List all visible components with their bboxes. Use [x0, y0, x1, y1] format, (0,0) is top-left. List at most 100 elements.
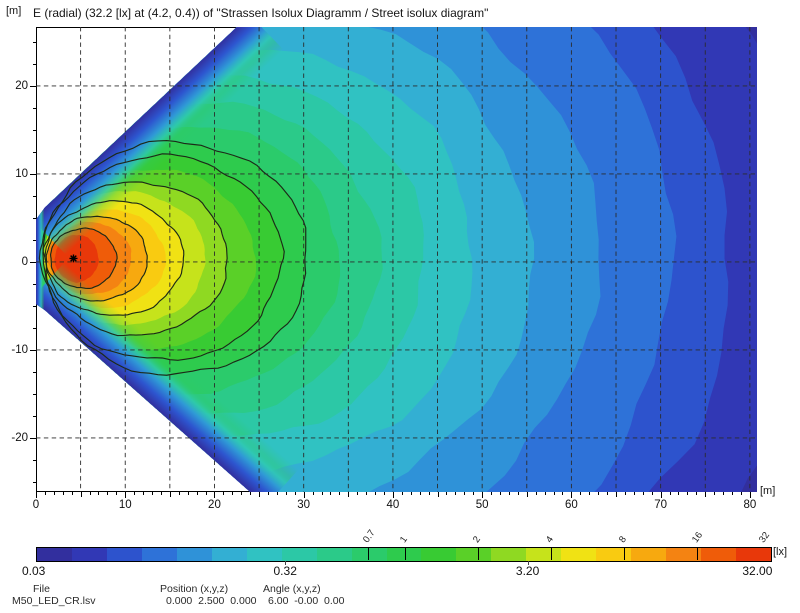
- x-tick: [321, 492, 323, 495]
- x-tick: [642, 492, 644, 495]
- colorbar-segment: [561, 548, 597, 561]
- x-tick-label: 30: [297, 499, 311, 511]
- colorbar-segment: [631, 548, 667, 561]
- x-tick: [116, 492, 118, 495]
- x-tick: [357, 492, 359, 495]
- x-tick: [669, 492, 671, 495]
- colorbar-segment: [596, 548, 632, 561]
- colorbar-segment: [351, 548, 387, 561]
- x-tick: [410, 492, 412, 495]
- x-tick: [491, 492, 493, 495]
- x-tick: [196, 492, 198, 495]
- x-tick: [375, 492, 377, 495]
- x-tick: [607, 492, 609, 495]
- x-tick: [152, 492, 153, 495]
- colorbar-segment: [246, 548, 282, 561]
- x-tick: [705, 492, 707, 497]
- x-tick: [714, 492, 716, 495]
- x-tick: [598, 492, 600, 495]
- x-tick: [384, 492, 385, 495]
- x-tick: [53, 492, 55, 495]
- colorbar-level-label: 8: [617, 534, 630, 545]
- x-tick-label: 20: [208, 499, 221, 511]
- x-tick: [71, 492, 73, 495]
- x-tick: [98, 492, 100, 495]
- x-axis-unit-label: [m]: [760, 485, 776, 497]
- x-tick: [732, 492, 733, 495]
- x-tick: [571, 492, 573, 498]
- colorbar-segment: [141, 548, 177, 561]
- colorbar-segment: [421, 548, 457, 561]
- x-tick: [250, 492, 252, 495]
- x-tick-label: 0: [32, 499, 40, 511]
- x-tick: [616, 492, 617, 497]
- colorbar-segment: [176, 548, 212, 561]
- x-tick: [678, 492, 680, 495]
- colorbar-level-label: 32: [756, 530, 773, 545]
- x-tick: [303, 492, 305, 498]
- colorbar-unit-label: [lx]: [773, 546, 788, 558]
- x-tick: [544, 492, 546, 495]
- x-tick: [401, 492, 403, 495]
- x-tick: [517, 492, 519, 495]
- x-tick-label: 50: [475, 499, 489, 511]
- x-tick: [214, 492, 216, 498]
- x-tick: [232, 492, 234, 495]
- x-tick: [633, 492, 635, 495]
- y-tick-label: -10: [11, 343, 28, 356]
- x-tick-label: 80: [743, 499, 757, 511]
- colorbar-segment: [37, 548, 72, 561]
- chart-title: E (radial) (32.2 [lx] at (4.2, 0.4)) of …: [33, 6, 489, 20]
- x-tick: [366, 492, 368, 495]
- x-tick: [259, 492, 261, 497]
- x-tick: [580, 492, 582, 495]
- x-tick: [348, 492, 350, 497]
- x-tick-label: 40: [386, 499, 400, 511]
- colorbar-segment: [526, 548, 562, 561]
- colorbar-decade-label: 0.03: [21, 564, 46, 578]
- x-tick-label: 70: [654, 499, 668, 511]
- colorbar-segment: [666, 548, 702, 561]
- position-label: Position (x,y,z): [160, 583, 229, 595]
- x-tick: [160, 492, 162, 495]
- file-value: M50_LED_CR.lsv: [12, 595, 96, 607]
- colorbar-segment: [281, 548, 317, 561]
- x-tick: [428, 492, 430, 495]
- colorbar-segment: [491, 548, 527, 561]
- x-tick: [651, 492, 653, 495]
- x-tick: [526, 492, 528, 497]
- colorbar-segment: [736, 548, 772, 561]
- x-tick: [749, 492, 751, 498]
- x-tick: [535, 492, 537, 495]
- x-tick: [107, 492, 109, 495]
- colorbar-level-label: 0.7: [360, 527, 378, 545]
- x-tick: [205, 492, 207, 495]
- x-tick: [125, 492, 127, 498]
- x-tick: [589, 492, 591, 495]
- colorbar-segment: [316, 548, 352, 561]
- x-tick: [223, 492, 225, 495]
- x-tick-label: 60: [564, 499, 578, 511]
- x-tick: [285, 492, 287, 495]
- x-tick: [187, 492, 189, 495]
- x-tick: [169, 492, 171, 497]
- colorbar-segment: [211, 548, 247, 561]
- y-tick-label: 20: [15, 79, 28, 92]
- x-tick: [268, 492, 269, 495]
- colorbar: [36, 547, 772, 562]
- x-tick: [500, 492, 501, 495]
- x-tick: [36, 492, 37, 498]
- x-tick: [464, 492, 466, 495]
- y-tick-label: -20: [11, 431, 28, 444]
- x-tick: [624, 492, 626, 495]
- x-tick: [696, 492, 698, 495]
- x-tick: [339, 492, 341, 495]
- x-tick: [276, 492, 278, 495]
- y-axis-unit-label: [m]: [6, 5, 22, 17]
- x-tick: [455, 492, 457, 495]
- x-tick: [419, 492, 421, 495]
- colorbar-level-label: 1: [398, 534, 411, 545]
- x-tick: [508, 492, 510, 495]
- x-tick: [660, 492, 662, 498]
